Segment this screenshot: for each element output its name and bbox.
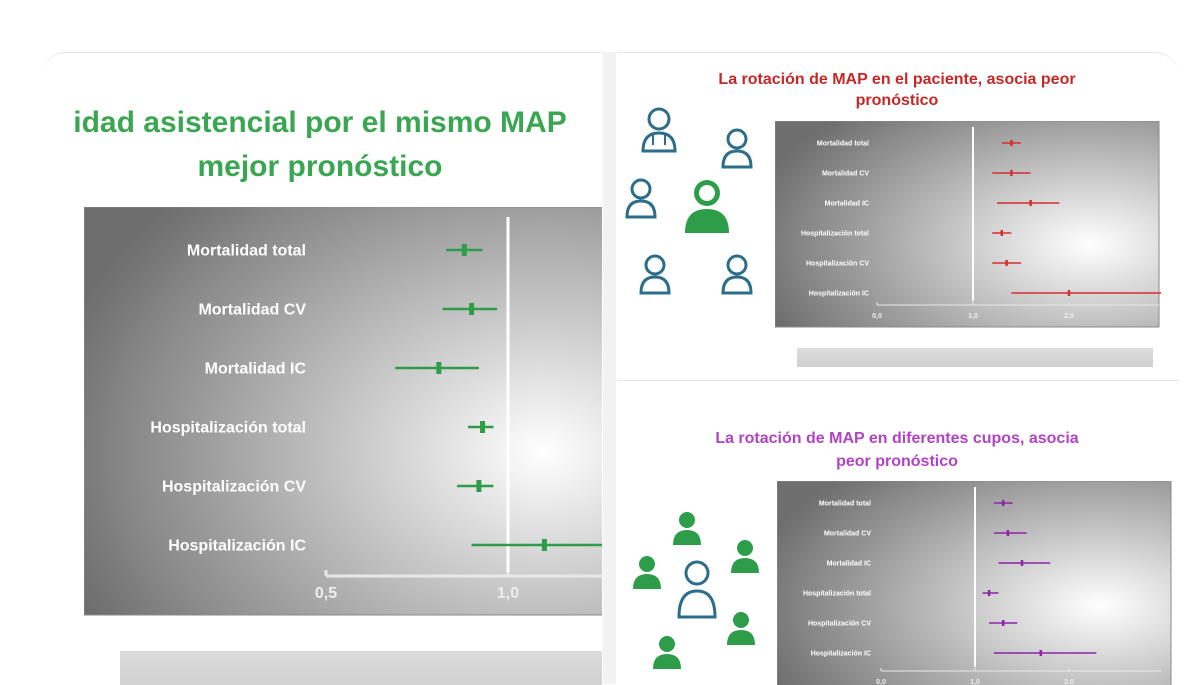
row-label: Mortalidad IC [825,200,869,207]
nurse-icon [625,178,657,219]
x-tick-label: 1,0 [970,679,980,685]
people-cluster-rotation [625,107,753,295]
bottom-right-title-line1: La rotación de MAP en diferentes cupos, … [715,430,1079,447]
plot-area [84,207,602,616]
row-label: Mortalidad IC [205,361,307,378]
nurse-icon [721,128,753,169]
row-label: Mortalidad total [817,140,869,147]
x-tick-label: 0,5 [315,585,337,602]
row-label: Mortalidad CV [198,302,306,319]
row-label: Mortalidad IC [827,560,871,567]
row-label: Mortalidad total [819,500,871,507]
left-title-line2: mejor pronóstico [197,150,443,183]
left-title-line1: idad asistencial por el mismo MAP [73,106,567,139]
doctor-icon [639,254,671,295]
bottom-right-slide-panel: La rotación de MAP en diferentes cupos, … [617,380,1180,685]
nurse-icon [731,540,759,573]
bottom-right-slide-title: La rotación de MAP en diferentes cupos, … [677,427,1117,473]
nurse-icon [673,512,701,545]
left-forest-plot: 0,5 1,0 Mortalidad total Mortalidad CV Morta… [84,207,602,616]
x-tick-label: 2,0 [1064,313,1074,320]
row-label: Hospitalización total [150,420,306,437]
row-label: Hospitalización IC [168,538,306,555]
row-label: Hospitalización IC [809,290,869,297]
x-tick-label: 0,0 [876,679,886,685]
row-label: Mortalidad CV [824,530,871,537]
top-right-title-line1: La rotación de MAP en el paciente, asoci… [718,71,1076,88]
doctor-icon [677,560,717,619]
top-right-caption-bar [797,348,1153,367]
people-cluster-cupos [633,512,759,669]
x-tick-label: 0,0 [872,313,882,320]
panel-divider [603,52,616,684]
top-right-slide-panel: La rotación de MAP en el paciente, asoci… [617,52,1180,367]
nurse-icon [721,254,753,295]
nurse-icon [727,612,755,645]
nurse-icon [653,636,681,669]
top-right-title-line2: pronóstico [855,92,939,109]
left-slide-title: idad asistencial por el mismo MAP mejor … [40,101,602,189]
left-slide-panel: idad asistencial por el mismo MAP mejor … [40,52,602,685]
row-label: Hospitalización IC [811,650,871,657]
row-label: Hospitalización CV [808,620,871,627]
row-label: Hospitalización CV [162,479,306,496]
row-label: Mortalidad total [187,243,306,260]
row-label: Hospitalización total [803,590,871,597]
row-label: Mortalidad CV [822,170,869,177]
row-label: Hospitalización CV [806,260,869,267]
x-tick-label: 1,0 [497,585,519,602]
left-caption-bar [120,651,602,685]
x-tick-label: 2,0 [1064,679,1074,685]
nurse-icon [633,556,661,589]
top-right-slide-title: La rotación de MAP en el paciente, asoci… [677,69,1117,111]
bottom-right-title-line2: peor pronóstico [836,453,958,470]
doctor-icon-green [685,180,729,233]
x-tick-label: 1,0 [968,313,978,320]
doctor-icon [641,107,677,153]
row-label: Hospitalización total [801,230,869,237]
